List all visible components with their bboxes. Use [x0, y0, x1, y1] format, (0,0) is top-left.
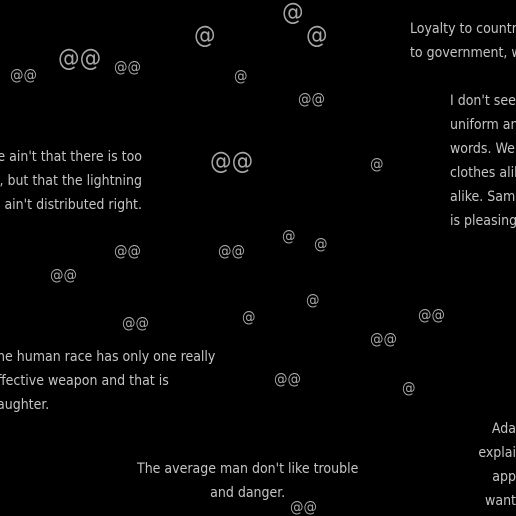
quote-line: s, but that the lightning [0, 173, 142, 189]
quote-line: The average man don't like trouble [137, 461, 359, 477]
quote-laughter: he human race has only one really ffecti… [0, 345, 215, 417]
quote-uniform: I don't see uniform an words. We clothes… [450, 89, 516, 233]
at-symbol: @ [402, 379, 416, 397]
at-symbol-pair: @@ [58, 44, 102, 72]
at-symbol: @ [314, 235, 328, 253]
at-symbol: @ [306, 291, 320, 309]
quote-line: and danger. [210, 485, 286, 501]
quote-line: e ain't that there is too [0, 149, 142, 165]
at-symbol-pair: @@ [274, 370, 301, 388]
at-symbol-pair: @@ [418, 306, 445, 324]
at-symbol: @ [282, 0, 304, 26]
quote-line: I don't see [450, 93, 516, 109]
quote-line: Ada [491, 421, 516, 437]
quote-line: Loyalty to country [410, 21, 516, 37]
quote-line: ain't distributed right. [4, 197, 142, 213]
quote-line: he human race has only one really [0, 349, 216, 365]
quote-trouble: The average man don't like trouble and d… [137, 457, 358, 505]
at-symbol: @ [306, 21, 328, 49]
quote-line: aughter. [0, 397, 50, 413]
quote-loyalty: Loyalty to country to government, w [410, 17, 516, 65]
quote-line: ffective weapon and that is [0, 373, 169, 389]
at-symbol-pair: @@ [290, 498, 317, 516]
quote-lightning: e ain't that there is too s, but that th… [0, 145, 142, 217]
quote-line: app [492, 469, 516, 485]
at-symbol-pair: @@ [210, 147, 254, 175]
quote-line: words. We [450, 141, 515, 157]
at-symbol-pair: @@ [370, 330, 397, 348]
at-symbol-pair: @@ [10, 66, 37, 84]
at-symbol: @ [242, 308, 256, 326]
at-symbol-pair: @@ [122, 314, 149, 332]
quote-line: to government, w [410, 45, 516, 61]
at-symbol: @ [370, 155, 384, 173]
at-symbol: @ [194, 21, 216, 49]
quote-adam: Ada explai app want [478, 417, 516, 513]
at-symbol-pair: @@ [50, 266, 77, 284]
quote-line: is pleasing [450, 213, 516, 229]
quote-line: want [485, 493, 516, 509]
at-symbol-pair: @@ [114, 242, 141, 260]
quote-line: clothes alik [450, 165, 516, 181]
at-symbol: @ [234, 67, 248, 85]
at-symbol-pair: @@ [218, 242, 245, 260]
at-symbol-pair: @@ [298, 90, 325, 108]
quote-line: explai [478, 445, 516, 461]
quote-line: uniform an [450, 117, 516, 133]
at-symbol: @ [282, 227, 296, 245]
quote-line: alike. Same [450, 189, 516, 205]
at-symbol-pair: @@ [114, 58, 141, 76]
